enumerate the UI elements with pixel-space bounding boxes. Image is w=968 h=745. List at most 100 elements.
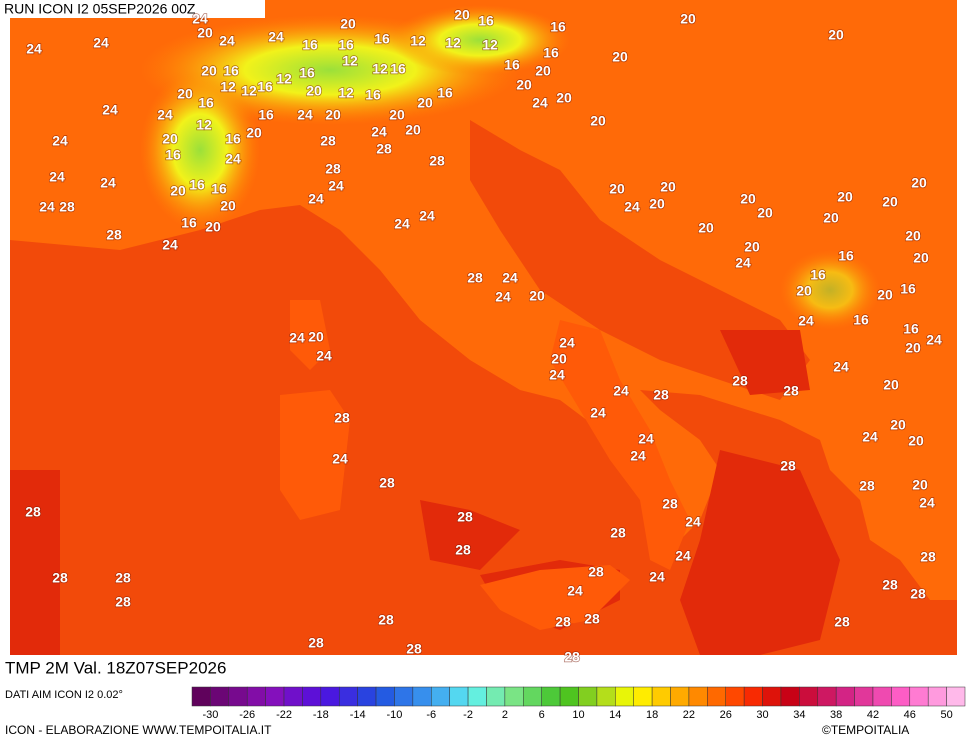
temperature-label: 20 xyxy=(535,63,551,79)
colorbar-box xyxy=(891,686,911,707)
temperature-label: 28 xyxy=(308,635,324,651)
temperature-label: 24 xyxy=(919,495,935,511)
colorbar-box xyxy=(559,686,579,707)
temperature-label: 16 xyxy=(437,85,453,101)
temperature-label: 24 xyxy=(192,11,208,27)
colorbar-tick-label: 14 xyxy=(609,709,621,721)
temperature-label: 28 xyxy=(783,383,799,399)
colorbar-tick-label: -22 xyxy=(276,709,292,721)
map-title: TMP 2M Val. 18Z07SEP2026 xyxy=(5,658,226,677)
source-label: DATI AIM ICON I2 0.02° xyxy=(5,689,123,701)
temperature-label: 20 xyxy=(205,219,221,235)
temperature-label: 28 xyxy=(115,594,131,610)
temperature-label: 24 xyxy=(394,216,410,232)
temperature-label: 16 xyxy=(838,248,854,264)
temperature-label: 24 xyxy=(225,151,241,167)
temperature-label: 20 xyxy=(220,198,236,214)
temperature-label: 24 xyxy=(675,548,691,564)
temperature-label: 24 xyxy=(26,41,42,57)
temperature-label: 16 xyxy=(258,107,274,123)
colorbar-box xyxy=(854,686,874,707)
colorbar-box xyxy=(412,686,432,707)
temperature-label: 28 xyxy=(455,542,471,558)
colorbar-box xyxy=(651,686,671,707)
temperature-label: 16 xyxy=(223,63,239,79)
temperature-label: 24 xyxy=(316,348,332,364)
temperature-label: 20 xyxy=(649,196,665,212)
colorbar-tick-label: 42 xyxy=(867,709,879,721)
temperature-label: 28 xyxy=(834,614,850,630)
temperature-label: 16 xyxy=(810,267,826,283)
colorbar-tick-label: -2 xyxy=(463,709,473,721)
temperature-label: 20 xyxy=(882,194,898,210)
temperature-label: 20 xyxy=(877,287,893,303)
temperature-label: 24 xyxy=(100,175,116,191)
credit-label: ICON - ELABORAZIONE WWW.TEMPOITALIA.IT xyxy=(5,723,272,737)
colorbar-box xyxy=(725,686,745,707)
colorbar-tick-label: -6 xyxy=(426,709,436,721)
temperature-label: 28 xyxy=(334,410,350,426)
temperature-label: 20 xyxy=(516,77,532,93)
temperature-label: 16 xyxy=(302,37,318,53)
temperature-label: 28 xyxy=(555,614,571,630)
temperature-label: 24 xyxy=(332,451,348,467)
temperature-label: 28 xyxy=(376,141,392,157)
temperature-label: 20 xyxy=(905,228,921,244)
colorbar-tick-label: -26 xyxy=(239,709,255,721)
temperature-label: 16 xyxy=(181,215,197,231)
temperature-label: 20 xyxy=(912,477,928,493)
temperature-label: 24 xyxy=(49,169,65,185)
temperature-label: 20 xyxy=(823,210,839,226)
temperature-label: 24 xyxy=(532,95,548,111)
temperature-label: 28 xyxy=(457,509,473,525)
temperature-label: 24 xyxy=(735,255,751,271)
temperature-label: 16 xyxy=(900,281,916,297)
colorbar-tick-label: 50 xyxy=(940,709,952,721)
temperature-label: 24 xyxy=(613,383,629,399)
colorbar-tick-label: 22 xyxy=(683,709,695,721)
temperature-label: 20 xyxy=(162,131,178,147)
temperature-label: 16 xyxy=(504,57,520,73)
temperature-label: 20 xyxy=(905,340,921,356)
colorbar-tick-label: 26 xyxy=(720,709,732,721)
colorbar-tick-label: 6 xyxy=(539,709,545,721)
temperature-label: 16 xyxy=(198,95,214,111)
temperature-label: 16 xyxy=(543,45,559,61)
colorbar: -30 -26 -22 -18 -14 -10 -6 -2 2 6 10 14 18 22 26 30 34 38… xyxy=(191,686,966,721)
temperature-label: 20 xyxy=(556,90,572,106)
temperature-label: 24 xyxy=(495,289,511,305)
temperature-label: 16 xyxy=(211,181,227,197)
temperature-label: 16 xyxy=(365,87,381,103)
temperature-label: 20 xyxy=(308,329,324,345)
temperature-label: 20 xyxy=(680,11,696,27)
temperature-label: 12 xyxy=(482,37,498,53)
temperature-label: 20 xyxy=(796,283,812,299)
temperature-label: 28 xyxy=(379,475,395,491)
run-label: RUN ICON I2 05SEP2026 00Z xyxy=(4,1,196,17)
temperature-label: 24 xyxy=(52,133,68,149)
colorbar-box xyxy=(541,686,561,707)
temperature-label: 24 xyxy=(308,191,324,207)
colorbar-box xyxy=(596,686,616,707)
temperature-label: 28 xyxy=(115,570,131,586)
colorbar-box xyxy=(615,686,634,707)
temperature-label: 20 xyxy=(340,16,356,32)
temperature-label: 24 xyxy=(559,335,575,351)
temperature-label: 20 xyxy=(246,125,262,141)
colorbar-box xyxy=(320,686,340,707)
temperature-label: 20 xyxy=(890,417,906,433)
temperature-label: 20 xyxy=(590,113,606,129)
colorbar-box xyxy=(338,686,358,707)
temperature-label: 20 xyxy=(837,189,853,205)
colorbar-box xyxy=(909,686,929,707)
temperature-label: 12 xyxy=(241,83,257,99)
header-box xyxy=(0,0,265,18)
brand-label: ©TEMPOITALIA xyxy=(822,723,909,737)
temperature-label: 24 xyxy=(419,208,435,224)
temperature-label: 28 xyxy=(732,373,748,389)
temperature-label: 28 xyxy=(588,564,604,580)
temperature-label: 24 xyxy=(328,178,344,194)
colorbar-box xyxy=(780,686,800,707)
colorbar-tick-label: -30 xyxy=(202,709,218,721)
